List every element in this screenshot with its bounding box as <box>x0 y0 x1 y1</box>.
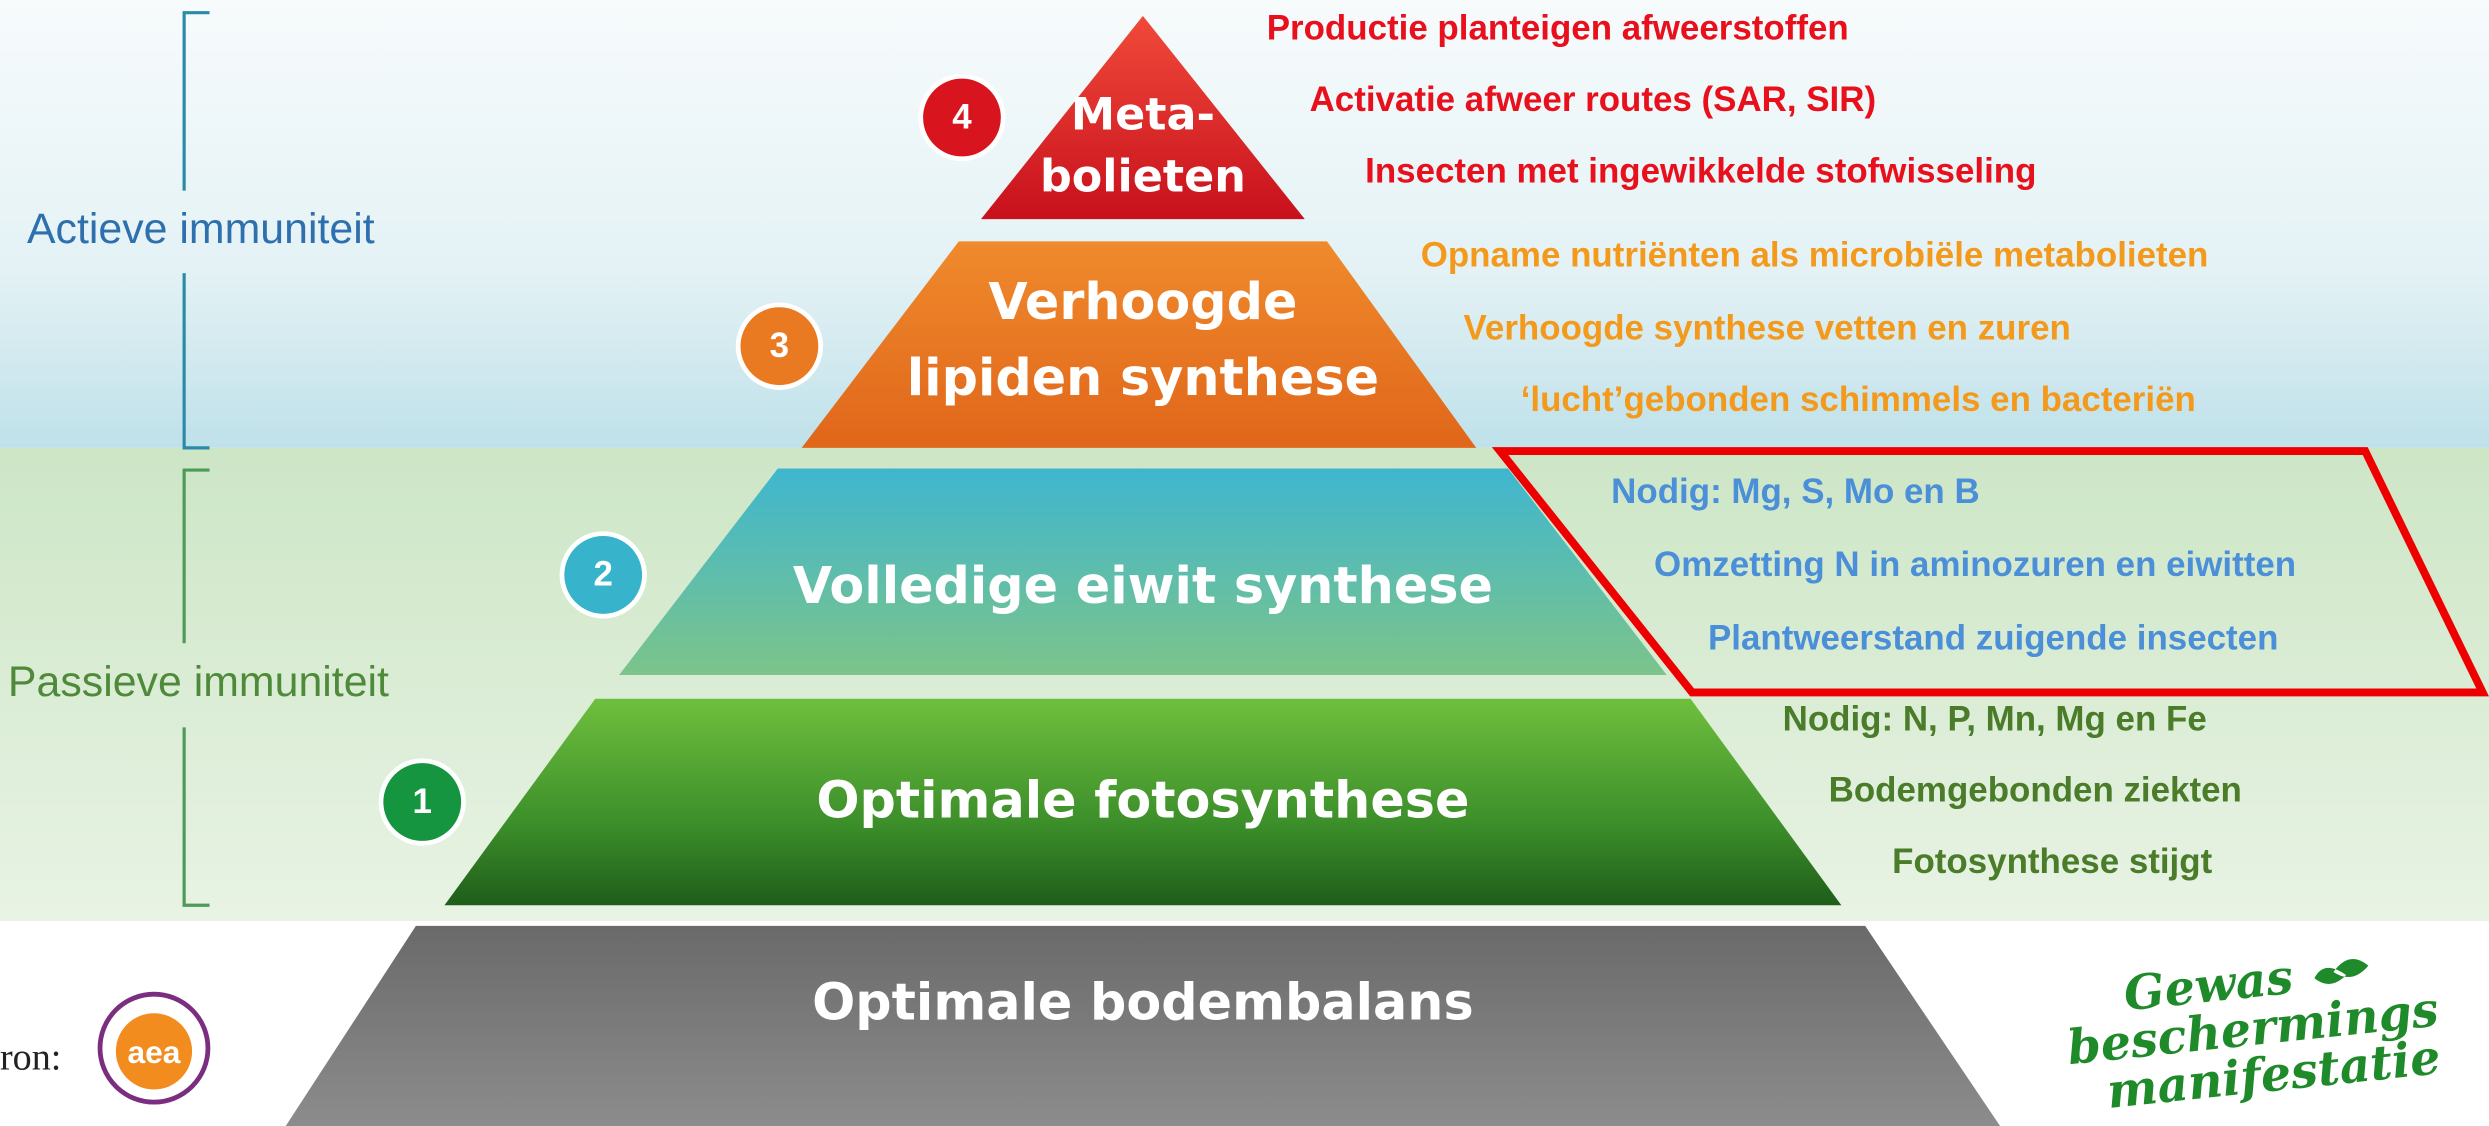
benefit: Nodig: N, P, Mn, Mg en Fe <box>1783 699 2207 738</box>
benefit: Bodemgebonden ziekten <box>1829 771 2242 810</box>
benefit: Plantweerstand zuigende insecten <box>1708 618 2278 657</box>
badge-number: 2 <box>593 555 612 594</box>
passive-label: Passieve immuniteit <box>8 658 389 706</box>
level-label: Meta- <box>1071 90 1215 141</box>
source-label: ron: <box>0 1037 61 1079</box>
benefit: Fotosynthese stijgt <box>1892 842 2212 881</box>
brand-leaf <box>2314 959 2368 984</box>
level-label: bolieten <box>1040 151 1246 202</box>
level-label: lipiden synthese <box>907 348 1379 407</box>
badge-number: 1 <box>413 782 432 821</box>
benefit: Nodig: Mg, S, Mo en B <box>1611 472 1979 511</box>
benefit: Insecten met ingewikkelde stofwisseling <box>1365 151 2036 190</box>
level-label: Verhoogde <box>988 272 1297 331</box>
diagram: Actieve immuniteit Passieve immuniteit M… <box>0 0 2489 1126</box>
benefit: Productie planteigen afweerstoffen <box>1267 8 1849 47</box>
benefit: Verhoogde synthese vetten en zuren <box>1464 309 2071 348</box>
benefit: ‘lucht’gebonden schimmels en bacteriën <box>1521 380 2196 419</box>
level-label: Volledige eiwit synthese <box>793 556 1493 615</box>
badge-number: 3 <box>770 326 789 365</box>
page: { "left_labels": {"active": "Actieve imm… <box>0 0 2489 1126</box>
badge-number: 4 <box>952 97 972 136</box>
benefit: Activatie afweer routes (SAR, SIR) <box>1310 80 1877 119</box>
level-label: Optimale bodembalans <box>812 972 1474 1031</box>
benefit: Omzetting N in aminozuren en eiwitten <box>1654 545 2296 584</box>
source-logo: aea <box>127 1034 180 1070</box>
benefit: Opname nutriënten als microbiële metabol… <box>1421 236 2209 275</box>
level-label: Optimale fotosynthese <box>816 771 1469 830</box>
active-label: Actieve immuniteit <box>27 205 375 253</box>
